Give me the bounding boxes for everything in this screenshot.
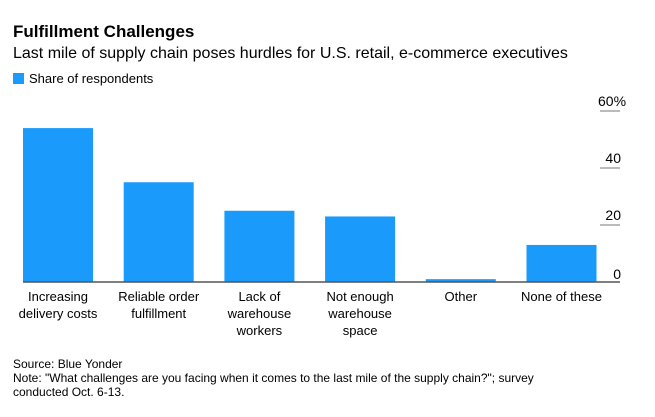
x-tick-label: warehouse — [327, 306, 392, 321]
y-tick-label: 20 — [605, 207, 621, 223]
bar — [325, 216, 396, 282]
x-tick-label: workers — [236, 323, 283, 338]
bar — [526, 244, 597, 282]
x-tick-label: fulfillment — [131, 306, 186, 321]
chart-title: Fulfillment Challenges — [13, 22, 195, 41]
legend-swatch — [13, 73, 24, 84]
bar — [425, 279, 496, 282]
y-tick-label: 40 — [605, 150, 621, 166]
source-note: Source: Blue Yonder — [13, 357, 123, 371]
x-tick-label: Increasing — [28, 289, 88, 304]
footnote: Note: "What challenges are you facing wh… — [13, 371, 534, 399]
x-tick-label: None of these — [521, 289, 602, 304]
x-tick-label: Other — [445, 289, 478, 304]
x-tick-label: space — [343, 323, 378, 338]
y-tick-label: 60% — [598, 93, 626, 109]
bar — [224, 210, 295, 282]
legend: Share of respondents — [13, 71, 153, 86]
y-tick-label: 0 — [613, 266, 621, 282]
chart-subtitle: Last mile of supply chain poses hurdles … — [13, 45, 568, 62]
x-tick-label: Reliable order — [118, 289, 200, 304]
x-tick-label: warehouse — [227, 306, 292, 321]
x-tick-label: Lack of — [238, 289, 280, 304]
bar — [123, 182, 194, 282]
bar — [23, 128, 93, 282]
legend-label: Share of respondents — [29, 71, 154, 86]
x-tick-label: delivery costs — [19, 306, 98, 321]
x-tick-label: Not enough — [326, 289, 393, 304]
